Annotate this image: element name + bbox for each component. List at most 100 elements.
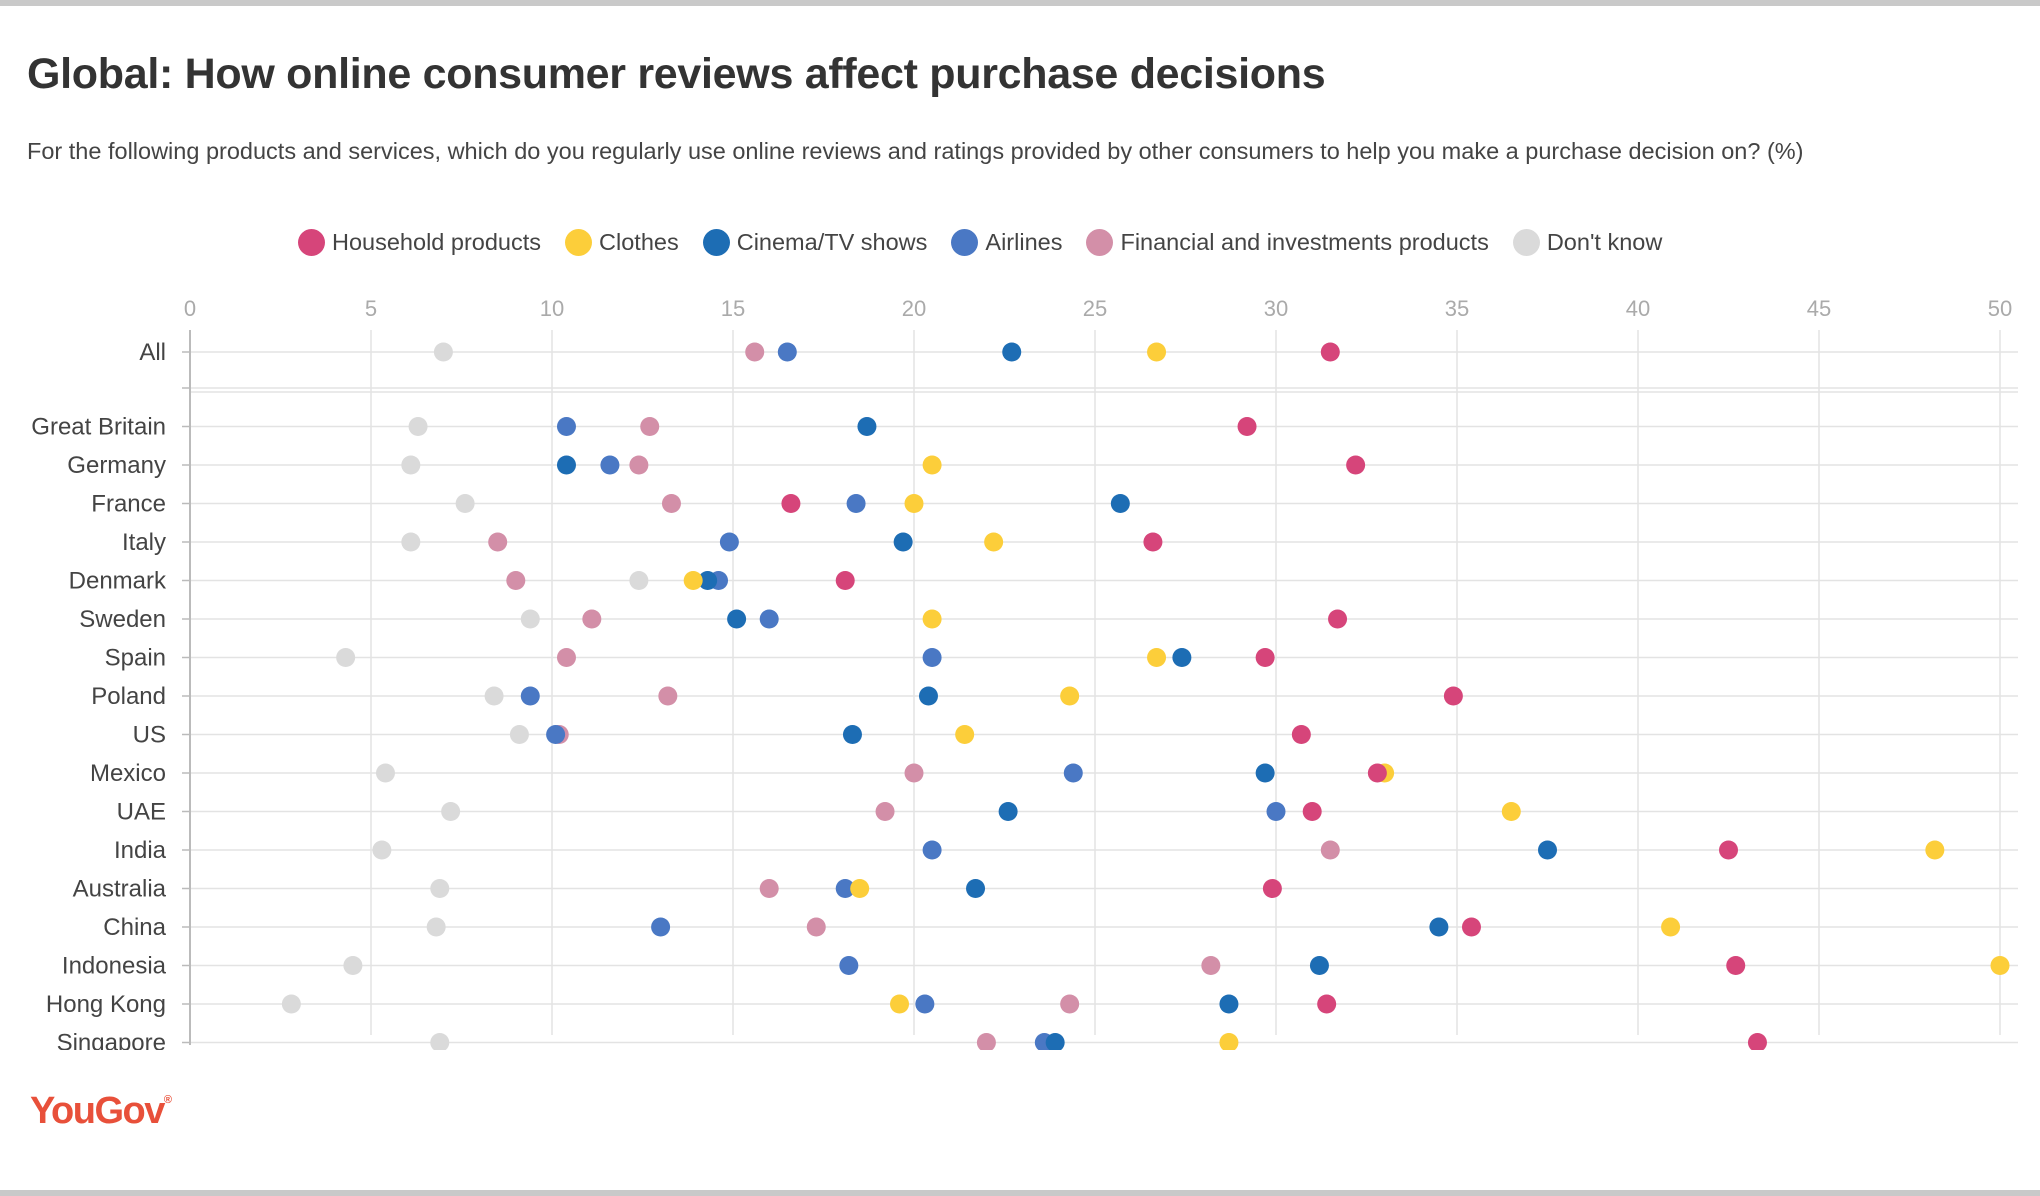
dot-airlines[interactable]: UAE — Airlines: 30 [1266,802,1286,821]
dot-financial[interactable]: Spain — Financial and investments produc… [556,648,576,667]
dot-cinema[interactable]: Indonesia — Cinema/TV shows: 31.2 [1309,956,1329,975]
dot-dontknow[interactable]: Hong Kong — Don't know: 2.8 [281,994,301,1014]
dot-household[interactable]: Germany — Household products: 32.2 [1346,455,1366,475]
dot-financial[interactable]: Denmark — Financial and investments prod… [506,571,526,590]
dot-cinema[interactable]: Italy — Cinema/TV shows: 19.7 [893,532,913,552]
dot-cinema[interactable]: India — Cinema/TV shows: 37.5 [1538,840,1557,860]
dot-household[interactable]: France — Household products: 16.6 [781,494,801,513]
dot-financial[interactable]: Great Britain — Financial and investment… [640,417,660,436]
dot-dontknow[interactable]: Italy — Don't know: 6.1 [401,532,421,552]
dot-clothes[interactable]: Spain — Clothes: 26.7 [1147,648,1167,667]
dot-household[interactable]: India — Household products: 42.5 [1719,840,1738,860]
dot-cinema[interactable]: Spain — Cinema/TV shows: 27.4 [1172,648,1192,667]
dot-cinema[interactable]: Hong Kong — Cinema/TV shows: 28.7 [1219,994,1239,1014]
legend-item-dontknow[interactable]: Don't know [1512,228,1662,256]
dot-household[interactable]: Australia — Household products: 29.9 [1262,879,1282,898]
dot-airlines[interactable]: Sweden — Airlines: 16 [759,609,779,629]
dot-cinema[interactable]: Sweden — Cinema/TV shows: 15.1 [727,609,747,629]
dot-cinema[interactable]: All — Cinema/TV shows: 22.7 [1002,342,1022,362]
dot-dontknow[interactable]: Singapore — Don't know: 6.9 [430,1033,450,1050]
dot-financial[interactable]: France — Financial and investments produ… [661,494,681,513]
dot-airlines[interactable]: US — Airlines: 10.1 [546,725,566,744]
dot-financial[interactable]: All — Financial and investments products… [745,342,765,362]
dot-clothes[interactable]: Italy — Clothes: 22.2 [984,532,1004,552]
dot-clothes[interactable]: Singapore — Clothes: 28.7 [1219,1033,1239,1050]
dot-dontknow[interactable]: France — Don't know: 7.6 [455,494,475,513]
dot-clothes[interactable]: US — Clothes: 21.4 [955,725,975,744]
dot-dontknow[interactable]: Poland — Don't know: 8.4 [484,686,504,706]
dot-financial[interactable]: Mexico — Financial and investments produ… [904,763,924,783]
dot-airlines[interactable]: Indonesia — Airlines: 18.2 [839,956,859,975]
dot-clothes[interactable]: Australia — Clothes: 18.5 [850,879,870,898]
dot-household[interactable]: US — Household products: 30.7 [1291,725,1311,744]
dot-financial[interactable]: UAE — Financial and investments products… [875,802,895,821]
dot-dontknow[interactable]: China — Don't know: 6.8 [426,917,446,937]
dot-financial[interactable]: Hong Kong — Financial and investments pr… [1060,994,1080,1014]
dot-clothes[interactable]: China — Clothes: 40.9 [1661,917,1681,937]
dot-airlines[interactable]: Spain — Airlines: 20.5 [922,648,942,667]
dot-cinema[interactable]: Great Britain — Cinema/TV shows: 18.7 [857,417,877,436]
dot-clothes[interactable]: Indonesia — Clothes: 50 [1990,956,2010,975]
dot-airlines[interactable]: Mexico — Airlines: 24.4 [1063,763,1083,783]
dot-airlines[interactable]: Germany — Airlines: 11.6 [600,455,620,475]
dot-airlines[interactable]: All — Airlines: 16.5 [777,342,797,362]
dot-airlines[interactable]: France — Airlines: 18.4 [846,494,866,513]
dot-financial[interactable]: Australia — Financial and investments pr… [759,879,779,898]
legend-item-cinema[interactable]: Cinema/TV shows [702,228,927,256]
dot-cinema[interactable]: Singapore — Cinema/TV shows: 23.9 [1045,1033,1065,1050]
legend-item-household[interactable]: Household products [298,228,541,256]
dot-cinema[interactable]: US — Cinema/TV shows: 18.3 [842,725,862,744]
dot-clothes[interactable]: Denmark — Clothes: 13.9 [683,571,703,590]
dot-clothes[interactable]: Germany — Clothes: 20.5 [922,455,942,475]
dot-dontknow[interactable]: Australia — Don't know: 6.9 [430,879,450,898]
dot-cinema[interactable]: UAE — Cinema/TV shows: 22.6 [998,802,1018,821]
dot-financial[interactable]: Poland — Financial and investments produ… [658,686,678,706]
dot-airlines[interactable]: Great Britain — Airlines: 10.4 [556,417,576,436]
dot-airlines[interactable]: Hong Kong — Airlines: 20.3 [915,994,935,1014]
dot-financial[interactable]: Sweden — Financial and investments produ… [582,609,602,629]
dot-financial[interactable]: Italy — Financial and investments produc… [488,532,508,552]
dot-household[interactable]: Mexico — Household products: 32.8 [1367,763,1387,783]
dot-household[interactable]: Denmark — Household products: 18.1 [835,571,855,590]
dot-dontknow[interactable]: India — Don't know: 5.3 [372,840,392,860]
dot-airlines[interactable]: China — Airlines: 13 [651,917,671,937]
dot-financial[interactable]: Germany — Financial and investments prod… [629,455,649,475]
dot-household[interactable]: Sweden — Household products: 31.7 [1328,609,1348,629]
legend-item-clothes[interactable]: Clothes [565,228,679,256]
dot-household[interactable]: Great Britain — Household products: 29.2 [1237,417,1257,436]
dot-dontknow[interactable]: UAE — Don't know: 7.2 [441,802,461,821]
dot-airlines[interactable]: Italy — Airlines: 14.9 [719,532,739,552]
dot-household[interactable]: All — Household products: 31.5 [1320,342,1340,362]
dot-dontknow[interactable]: US — Don't know: 9.1 [509,725,529,744]
dot-clothes[interactable]: Poland — Clothes: 24.3 [1060,686,1080,706]
dot-household[interactable]: Poland — Household products: 34.9 [1443,686,1463,706]
dot-financial[interactable]: Singapore — Financial and investments pr… [976,1033,996,1050]
dot-cinema[interactable]: Poland — Cinema/TV shows: 20.4 [918,686,938,706]
dot-household[interactable]: UAE — Household products: 31 [1302,802,1322,821]
dot-clothes[interactable]: UAE — Clothes: 36.5 [1501,802,1521,821]
dot-household[interactable]: Italy — Household products: 26.6 [1143,532,1163,552]
dot-clothes[interactable]: Hong Kong — Clothes: 19.6 [890,994,910,1014]
dot-dontknow[interactable]: All — Don't know: 7 [433,342,453,362]
dot-financial[interactable]: Indonesia — Financial and investments pr… [1201,956,1221,975]
dot-household[interactable]: Spain — Household products: 29.7 [1255,648,1275,667]
legend-item-airlines[interactable]: Airlines [951,228,1062,256]
dot-cinema[interactable]: Denmark — Cinema/TV shows: 14.3 [698,571,718,590]
dot-financial[interactable]: China — Financial and investments produc… [806,917,826,937]
dot-airlines[interactable]: Australia — Airlines: 18.1 [835,879,855,898]
dot-dontknow[interactable]: Great Britain — Don't know: 6.3 [408,417,428,436]
dot-clothes[interactable]: Sweden — Clothes: 20.5 [922,609,942,629]
dot-clothes[interactable]: India — Clothes: 48.2 [1925,840,1945,860]
dot-household[interactable]: Indonesia — Household products: 42.7 [1726,956,1746,975]
dot-cinema[interactable]: China — Cinema/TV shows: 34.5 [1429,917,1449,937]
dot-dontknow[interactable]: Germany — Don't know: 6.1 [401,455,421,475]
dot-airlines[interactable]: Poland — Airlines: 9.4 [520,686,540,706]
dot-airlines[interactable]: India — Airlines: 20.5 [922,840,942,860]
dot-cinema[interactable]: France — Cinema/TV shows: 25.7 [1110,494,1130,513]
dot-dontknow[interactable]: Spain — Don't know: 4.3 [336,648,356,667]
dot-cinema[interactable]: Mexico — Cinema/TV shows: 29.7 [1255,763,1275,783]
dot-dontknow[interactable]: Denmark — Don't know: 12.4 [629,571,649,590]
dot-dontknow[interactable]: Mexico — Don't know: 5.4 [375,763,395,783]
dot-clothes[interactable]: All — Clothes: 26.7 [1147,342,1167,362]
dot-household[interactable]: Singapore — Household products: 43.3 [1747,1033,1767,1050]
